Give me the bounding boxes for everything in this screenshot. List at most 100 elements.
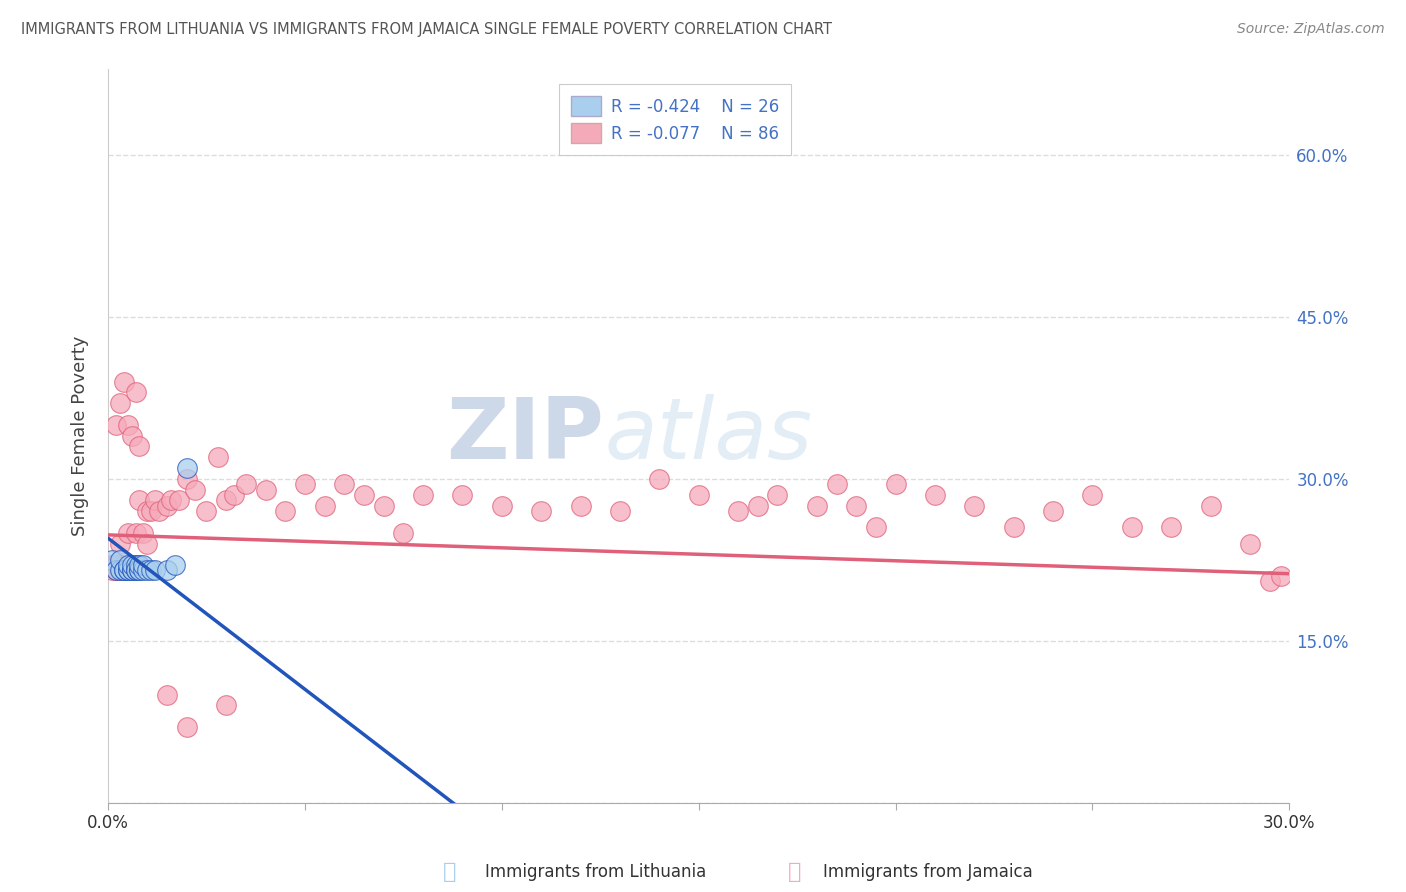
Point <box>156 564 179 578</box>
Point <box>727 504 749 518</box>
Point <box>215 698 238 713</box>
Point <box>865 520 887 534</box>
Point <box>108 564 131 578</box>
Point <box>128 564 150 578</box>
Point <box>569 499 592 513</box>
Point <box>274 504 297 518</box>
Point <box>222 488 245 502</box>
Point <box>117 417 139 432</box>
Legend: R = -0.424    N = 26, R = -0.077    N = 86: R = -0.424 N = 26, R = -0.077 N = 86 <box>560 84 790 155</box>
Point <box>124 564 146 578</box>
Text: Source: ZipAtlas.com: Source: ZipAtlas.com <box>1237 22 1385 37</box>
Point <box>117 564 139 578</box>
Point <box>124 558 146 573</box>
Point <box>117 564 139 578</box>
Point <box>412 488 434 502</box>
Point <box>207 450 229 464</box>
Point <box>112 558 135 573</box>
Point <box>104 564 127 578</box>
Point <box>101 558 124 573</box>
Point <box>176 472 198 486</box>
Point <box>101 564 124 578</box>
Point <box>1160 520 1182 534</box>
Point <box>167 493 190 508</box>
Point <box>766 488 789 502</box>
Point <box>101 552 124 566</box>
Point <box>747 499 769 513</box>
Point <box>117 525 139 540</box>
Point <box>1270 569 1292 583</box>
Point <box>884 477 907 491</box>
Point <box>156 499 179 513</box>
Point <box>112 564 135 578</box>
Point <box>648 472 671 486</box>
Point <box>112 564 135 578</box>
Point <box>609 504 631 518</box>
Point <box>183 483 205 497</box>
Point <box>1121 520 1143 534</box>
Point <box>124 558 146 573</box>
Point <box>104 558 127 573</box>
Point <box>160 493 183 508</box>
Text: Immigrants from Lithuania: Immigrants from Lithuania <box>485 863 706 881</box>
Point <box>121 564 143 578</box>
Point <box>104 558 127 573</box>
Point <box>128 558 150 573</box>
Point <box>141 564 163 578</box>
Point <box>963 499 986 513</box>
Point <box>491 499 513 513</box>
Point <box>108 396 131 410</box>
Point <box>1199 499 1222 513</box>
Point <box>104 564 127 578</box>
Point <box>104 564 127 578</box>
Point <box>806 499 828 513</box>
Point <box>121 558 143 573</box>
Text: ZIP: ZIP <box>447 394 605 477</box>
Point <box>392 525 415 540</box>
Y-axis label: Single Female Poverty: Single Female Poverty <box>72 335 89 536</box>
Text: Immigrants from Jamaica: Immigrants from Jamaica <box>823 863 1032 881</box>
Point <box>845 499 868 513</box>
Point <box>1002 520 1025 534</box>
Point <box>132 564 155 578</box>
Point <box>132 558 155 573</box>
Point <box>124 385 146 400</box>
Point <box>163 558 186 573</box>
Point <box>121 564 143 578</box>
Point <box>373 499 395 513</box>
Point <box>141 504 163 518</box>
Point <box>104 558 127 573</box>
Point <box>1081 488 1104 502</box>
Point <box>235 477 257 491</box>
Point <box>1239 536 1261 550</box>
Point <box>124 564 146 578</box>
Point <box>121 558 143 573</box>
Text: atlas: atlas <box>605 394 813 477</box>
Point <box>254 483 277 497</box>
Point <box>136 504 159 518</box>
Point <box>688 488 710 502</box>
Point <box>117 558 139 573</box>
Point <box>101 558 124 573</box>
Point <box>148 504 170 518</box>
Point <box>128 439 150 453</box>
Point <box>108 564 131 578</box>
Text: ⬜: ⬜ <box>787 863 801 882</box>
Point <box>143 493 166 508</box>
Point <box>121 428 143 442</box>
Point <box>112 564 135 578</box>
Point <box>195 504 218 518</box>
Point <box>128 493 150 508</box>
Point <box>215 493 238 508</box>
Point <box>121 564 143 578</box>
Point <box>136 536 159 550</box>
Point <box>825 477 848 491</box>
Point <box>108 564 131 578</box>
Point <box>108 552 131 566</box>
Point <box>176 461 198 475</box>
Point <box>112 564 135 578</box>
Point <box>1042 504 1064 518</box>
Point <box>176 720 198 734</box>
Point <box>112 558 135 573</box>
Point <box>136 564 159 578</box>
